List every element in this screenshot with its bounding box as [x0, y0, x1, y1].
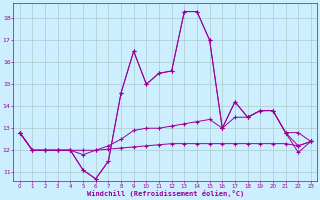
- X-axis label: Windchill (Refroidissement éolien,°C): Windchill (Refroidissement éolien,°C): [87, 190, 244, 197]
